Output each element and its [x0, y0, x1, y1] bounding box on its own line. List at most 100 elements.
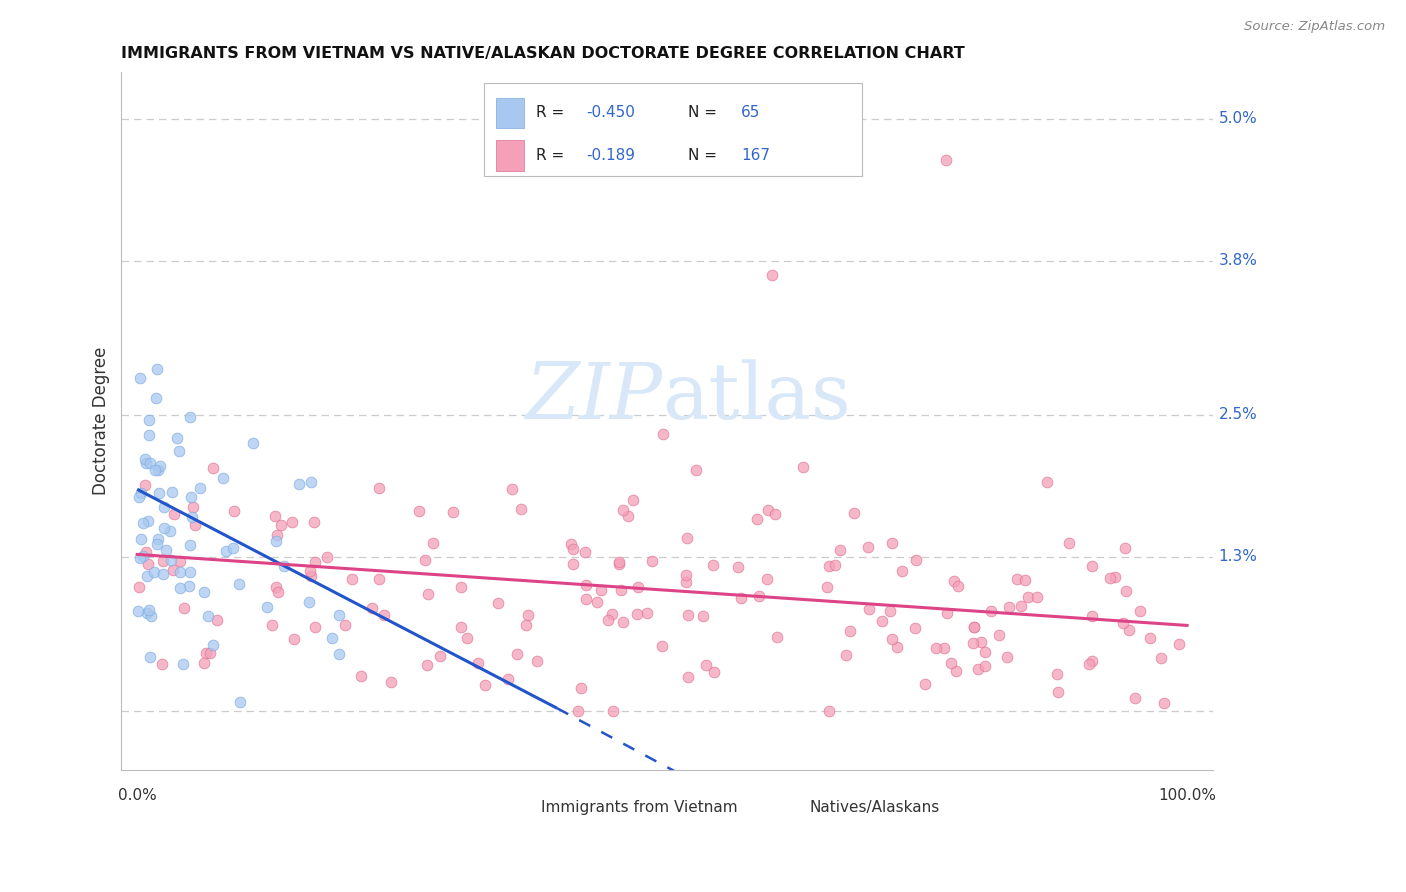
Point: [146, 361, 169, 376]
Point: [333, 618, 356, 632]
Point: [676, 670, 699, 684]
Point: [266, 527, 288, 541]
Point: [966, 662, 988, 676]
Point: [1035, 475, 1057, 489]
Point: [970, 635, 993, 649]
Point: [193, 656, 215, 670]
Point: [201, 460, 224, 475]
Point: [450, 580, 472, 594]
Text: IMMIGRANTS FROM VIETNAM VS NATIVE/ALASKAN DOCTORATE DEGREE CORRELATION CHART: IMMIGRANTS FROM VIETNAM VS NATIVE/ALASKA…: [121, 46, 965, 61]
Point: [1080, 558, 1102, 573]
Text: N =: N =: [689, 148, 723, 163]
Point: [1098, 571, 1121, 585]
Point: [139, 650, 162, 665]
Text: R =: R =: [536, 105, 569, 120]
Point: [612, 503, 634, 517]
Point: [998, 600, 1021, 615]
Point: [302, 515, 325, 529]
Point: [886, 640, 908, 654]
Point: [422, 536, 444, 550]
Point: [1077, 657, 1099, 672]
Text: 0.0%: 0.0%: [118, 788, 156, 803]
Point: [149, 458, 172, 473]
Point: [676, 607, 699, 622]
Text: 2.5%: 2.5%: [1219, 408, 1257, 422]
Point: [574, 592, 596, 607]
Point: [1081, 654, 1104, 668]
Point: [727, 560, 749, 574]
Point: [264, 581, 287, 595]
Point: [962, 636, 984, 650]
Point: [304, 620, 326, 634]
Point: [270, 518, 292, 533]
Point: [641, 554, 664, 568]
Point: [1168, 637, 1191, 651]
Point: [298, 595, 321, 609]
Text: -0.450: -0.450: [586, 105, 636, 120]
Point: [763, 507, 786, 521]
Point: [526, 654, 548, 668]
Point: [304, 555, 326, 569]
Text: N =: N =: [689, 105, 723, 120]
Point: [1080, 608, 1102, 623]
Point: [221, 541, 243, 555]
Point: [703, 665, 725, 679]
Point: [506, 647, 529, 661]
Point: [368, 482, 391, 496]
Point: [153, 500, 176, 514]
Point: [818, 558, 841, 573]
Point: [748, 589, 770, 603]
Point: [839, 624, 862, 638]
Text: R =: R =: [536, 148, 574, 163]
Point: [1123, 691, 1146, 706]
Point: [173, 601, 195, 615]
Point: [730, 591, 752, 606]
Point: [321, 631, 343, 645]
Point: [974, 645, 997, 659]
Point: [943, 574, 966, 589]
Point: [652, 427, 675, 442]
Point: [195, 646, 218, 660]
Point: [890, 565, 912, 579]
Point: [184, 518, 207, 533]
Point: [288, 477, 311, 491]
Point: [267, 584, 290, 599]
Point: [1017, 590, 1039, 604]
Point: [589, 582, 612, 597]
Point: [132, 549, 155, 563]
Point: [936, 606, 959, 620]
Point: [128, 551, 150, 566]
Point: [1010, 599, 1032, 613]
Point: [560, 536, 582, 550]
Bar: [496, 140, 523, 171]
Point: [139, 609, 162, 624]
Point: [1014, 573, 1036, 587]
Text: -0.189: -0.189: [586, 148, 636, 163]
FancyBboxPatch shape: [484, 83, 862, 176]
Point: [136, 568, 159, 582]
Point: [756, 503, 779, 517]
Point: [626, 607, 648, 621]
Point: [138, 603, 160, 617]
Point: [150, 657, 173, 671]
Point: [1046, 685, 1069, 699]
Point: [905, 552, 928, 566]
Point: [202, 638, 225, 652]
Point: [695, 658, 717, 673]
Text: Source: ZipAtlas.com: Source: ZipAtlas.com: [1244, 20, 1385, 33]
Point: [368, 572, 391, 586]
Point: [342, 572, 364, 586]
Point: [1005, 572, 1028, 586]
Point: [974, 659, 997, 673]
Point: [1115, 583, 1137, 598]
Point: [315, 549, 337, 564]
Point: [162, 484, 184, 499]
Point: [212, 471, 235, 485]
Point: [228, 576, 250, 591]
Point: [163, 507, 186, 521]
Point: [835, 648, 858, 663]
Point: [328, 608, 350, 623]
Point: [169, 565, 191, 579]
Point: [1139, 631, 1161, 645]
Point: [501, 482, 523, 496]
